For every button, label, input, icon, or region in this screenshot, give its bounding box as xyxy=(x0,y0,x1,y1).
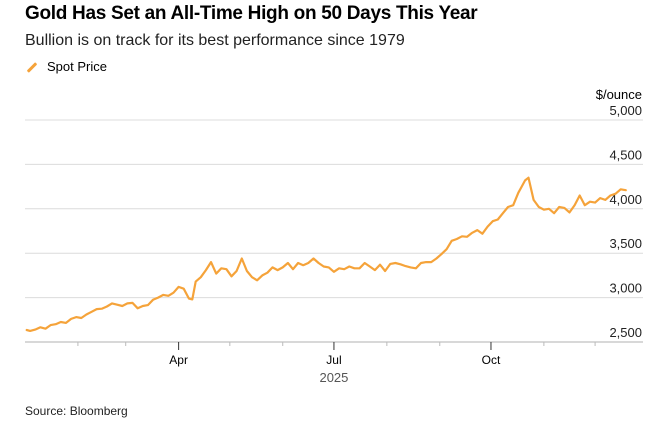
legend-label: Spot Price xyxy=(47,59,107,74)
x-axis-year-label: 2025 xyxy=(319,370,348,385)
y-tick-label: 4,000 xyxy=(609,192,642,207)
y-tick-label: 3,000 xyxy=(609,281,642,296)
y-tick-label: 4,500 xyxy=(609,147,642,162)
y-tick-label: 5,000 xyxy=(609,103,642,118)
x-tick-label: Oct xyxy=(482,353,501,367)
chart-title: Gold Has Set an All-Time High on 50 Days… xyxy=(25,3,478,24)
x-axis: Apr Jul Oct 2025 xyxy=(77,342,596,385)
y-axis-unit-label: $/ounce xyxy=(595,87,642,102)
legend: Spot Price xyxy=(25,59,107,74)
y-axis-ticks: 2,500 3,000 3,500 4,000 4,500 5,000 xyxy=(609,103,642,340)
gridlines xyxy=(25,119,643,343)
x-tick-label: Apr xyxy=(169,353,188,367)
source-note: Source: Bloomberg xyxy=(25,404,128,418)
y-tick-label: 2,500 xyxy=(609,325,642,340)
series-group xyxy=(25,176,627,332)
spot-price-line xyxy=(25,176,627,332)
chart-subtitle: Bullion is on track for its best perform… xyxy=(25,32,405,49)
y-tick-label: 3,500 xyxy=(609,236,642,251)
x-tick-label: Jul xyxy=(326,353,341,367)
